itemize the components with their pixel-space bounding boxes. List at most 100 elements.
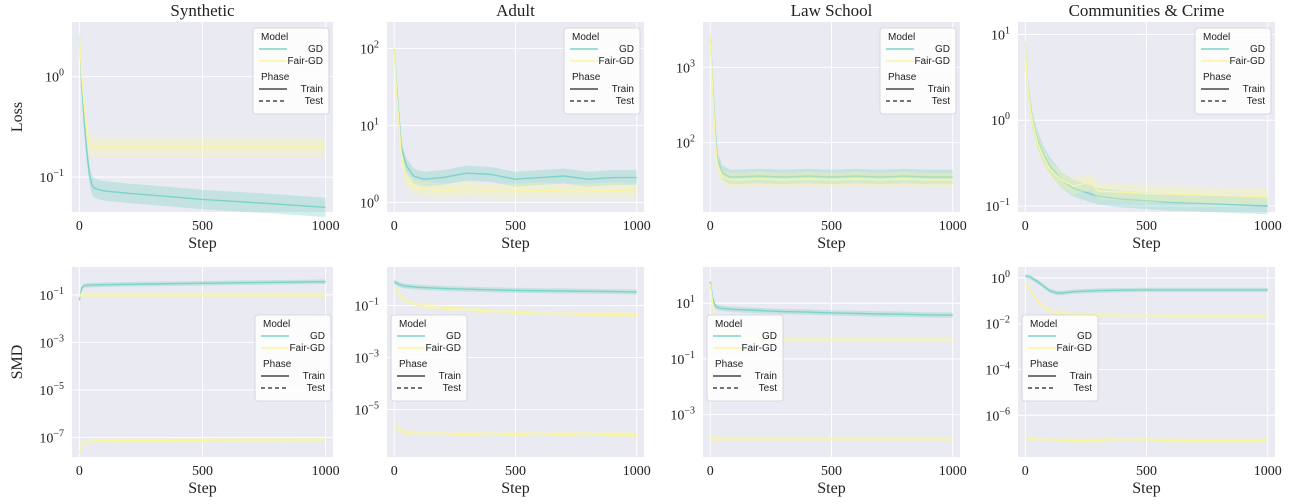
legend-item-gd: GD (1077, 331, 1092, 342)
series-band-fair-gd (79, 437, 326, 457)
y-tick-label: 101 (676, 294, 695, 312)
legend-item-fair-gd: Fair-GD (1229, 56, 1265, 67)
panel-title: Adult (496, 1, 535, 20)
legend-item-test: Test (1247, 96, 1266, 107)
y-tick-label: 10−3 (670, 406, 695, 424)
legend-item-test: Test (443, 383, 462, 394)
y-tick-label: 10−3 (354, 348, 379, 366)
legend-phase-title: Phase (572, 72, 601, 83)
y-tick-label: 102 (676, 134, 695, 152)
y-tick-label: 10−3 (39, 333, 64, 351)
series-band-fair-gd (710, 434, 953, 442)
x-tick-label: 1000 (1254, 219, 1282, 234)
series-line-gd (78, 36, 326, 209)
y-tick-label: 100 (991, 269, 1010, 287)
x-tick-label: 500 (1136, 219, 1157, 234)
panel-8: 0 500 1000 100 10−2 10−4 10−6 Step Model GDFair-G… (985, 267, 1282, 497)
legend-item-gd: GD (310, 331, 325, 342)
series-line-gd (1025, 275, 1268, 294)
legend-item-fair-gd: Fair-GD (1056, 343, 1092, 354)
y-tick-label: 10−1 (670, 350, 695, 368)
legend-item-gd: GD (762, 331, 777, 342)
legend-item-test: Test (1074, 383, 1093, 394)
y-axis-label: Loss (9, 102, 26, 132)
legend-item-train: Train (928, 84, 950, 95)
series-line-fair-gd (78, 292, 326, 298)
legend-item-fair-gd: Fair-GD (914, 56, 950, 67)
x-tick-label: 500 (192, 219, 213, 234)
series-band-fair-gd (79, 26, 326, 157)
panel-title: Synthetic (170, 1, 235, 20)
x-tick-label: 0 (76, 464, 83, 479)
y-tick-label: 100 (45, 68, 64, 86)
legend-item-gd: GD (308, 44, 323, 55)
x-axis-label: Step (817, 235, 845, 252)
x-tick-label: 500 (821, 464, 842, 479)
series-line-fair-gd (78, 36, 326, 148)
legend-item-fair-gd: Fair-GD (741, 343, 777, 354)
x-tick-label: 1000 (623, 464, 651, 479)
y-axis-label: SMD (9, 345, 26, 380)
legend-item-gd: GD (935, 44, 950, 55)
legend-item-test: Test (307, 383, 326, 394)
legend-model-title: Model (715, 319, 742, 330)
series-line-gd (78, 281, 326, 301)
x-tick-label: 1000 (939, 464, 967, 479)
legend-model-title: Model (1203, 32, 1230, 43)
series-band-fair-gd (394, 40, 637, 199)
legend-item-train: Train (755, 371, 777, 382)
x-tick-label: 1000 (939, 219, 967, 234)
x-tick-label: 0 (391, 219, 398, 234)
legend-phase-title: Phase (888, 72, 917, 83)
legend-phase-title: Phase (1203, 72, 1232, 83)
y-tick-label: 10−1 (354, 296, 379, 314)
legend-model-title: Model (572, 32, 599, 43)
series-band-gd (394, 40, 637, 187)
series-line-fair-gd (1024, 42, 1268, 197)
y-tick-label: 100 (991, 111, 1010, 129)
x-axis-label: Step (188, 235, 216, 252)
y-tick-label: 103 (676, 58, 695, 76)
legend-item-fair-gd: Fair-GD (425, 343, 461, 354)
legend-item-test: Test (616, 96, 635, 107)
legend-item-fair-gd: Fair-GD (598, 56, 634, 67)
series-band-gd (79, 26, 326, 218)
series-line-gd (709, 281, 953, 316)
x-tick-label: 0 (1022, 464, 1029, 479)
panel-3: 0 500 1000 103 102 Step Law School Model GDFair-… (676, 1, 967, 252)
series-band-gd (79, 279, 326, 303)
x-axis-label: Step (1132, 480, 1160, 497)
legend-item-test: Test (759, 383, 778, 394)
x-tick-label: 0 (707, 464, 714, 479)
series-line-fair-gd (393, 422, 637, 436)
series-line-gd (393, 281, 637, 293)
x-axis-label: Step (1132, 235, 1160, 252)
x-tick-label: 1000 (312, 219, 340, 234)
x-tick-label: 500 (505, 464, 526, 479)
panel-1: 0 500 1000 100 10−1 Step Synthetic Loss Model GDF… (9, 1, 340, 252)
legend-model-title: Model (888, 32, 915, 43)
panel-title: Law School (791, 1, 873, 20)
x-tick-label: 500 (192, 464, 213, 479)
legend-item-train: Train (612, 84, 634, 95)
legend-phase-title: Phase (263, 359, 292, 370)
legend-item-train: Train (1070, 371, 1092, 382)
panel-4: 0 500 1000 101 100 10−1 Step Communities & Crim… (985, 1, 1281, 252)
x-axis-label: Step (501, 235, 529, 252)
legend-item-train: Train (303, 371, 325, 382)
legend-item-gd: GD (1250, 44, 1265, 55)
legend-item-gd: GD (446, 331, 461, 342)
series-line-fair-gd (1024, 435, 1268, 442)
legend-item-fair-gd: Fair-GD (287, 56, 323, 67)
x-axis-label: Step (501, 480, 529, 497)
panel-2: 0 500 1000 102 101 100 Step Adult Model GDFair-GD… (360, 1, 651, 252)
legend-model-title: Model (1030, 319, 1057, 330)
legend-model-title: Model (399, 319, 426, 330)
legend-model-title: Model (261, 32, 288, 43)
